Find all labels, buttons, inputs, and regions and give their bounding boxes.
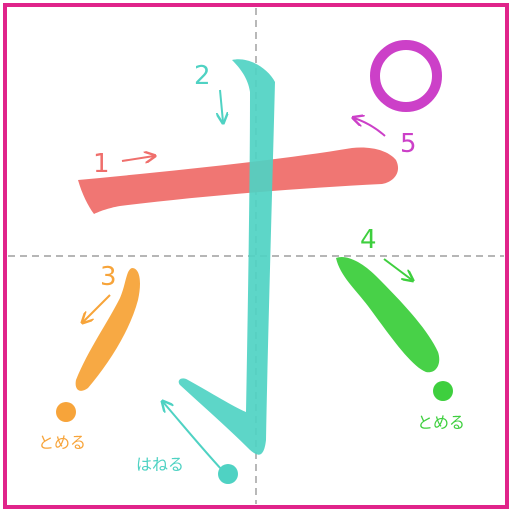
stroke-2-ending-label: はねる: [136, 455, 184, 474]
stroke-4-shape: [336, 256, 440, 373]
stroke-3-shape: [75, 268, 140, 391]
stroke-2-end-dot: [218, 464, 238, 484]
stroke-2-arrow: [220, 89, 223, 122]
stroke-4-ending-label: とめる: [417, 413, 465, 432]
stroke-3-end-dot: [56, 402, 76, 422]
stroke-5-ring: [370, 40, 442, 112]
hane-arrow: [163, 402, 223, 471]
stroke-1-arrow: [121, 156, 154, 161]
stroke-4-arrow: [383, 258, 412, 280]
stroke-2-shape: [178, 59, 275, 455]
stroke-1-shape: [78, 147, 399, 214]
stroke-4-end-dot: [433, 381, 453, 401]
stroke-3-arrow: [83, 294, 111, 322]
stroke-5-number: 5: [400, 129, 417, 159]
stroke-1-number: 1: [93, 149, 110, 179]
stroke-3-ending-label: とめる: [38, 433, 86, 452]
frame-border: [3, 3, 509, 509]
stroke-2-number: 2: [194, 61, 211, 91]
stroke-4-number: 4: [360, 225, 377, 255]
stroke-5-arrow: [354, 118, 386, 137]
stroke-3-number: 3: [100, 262, 117, 292]
